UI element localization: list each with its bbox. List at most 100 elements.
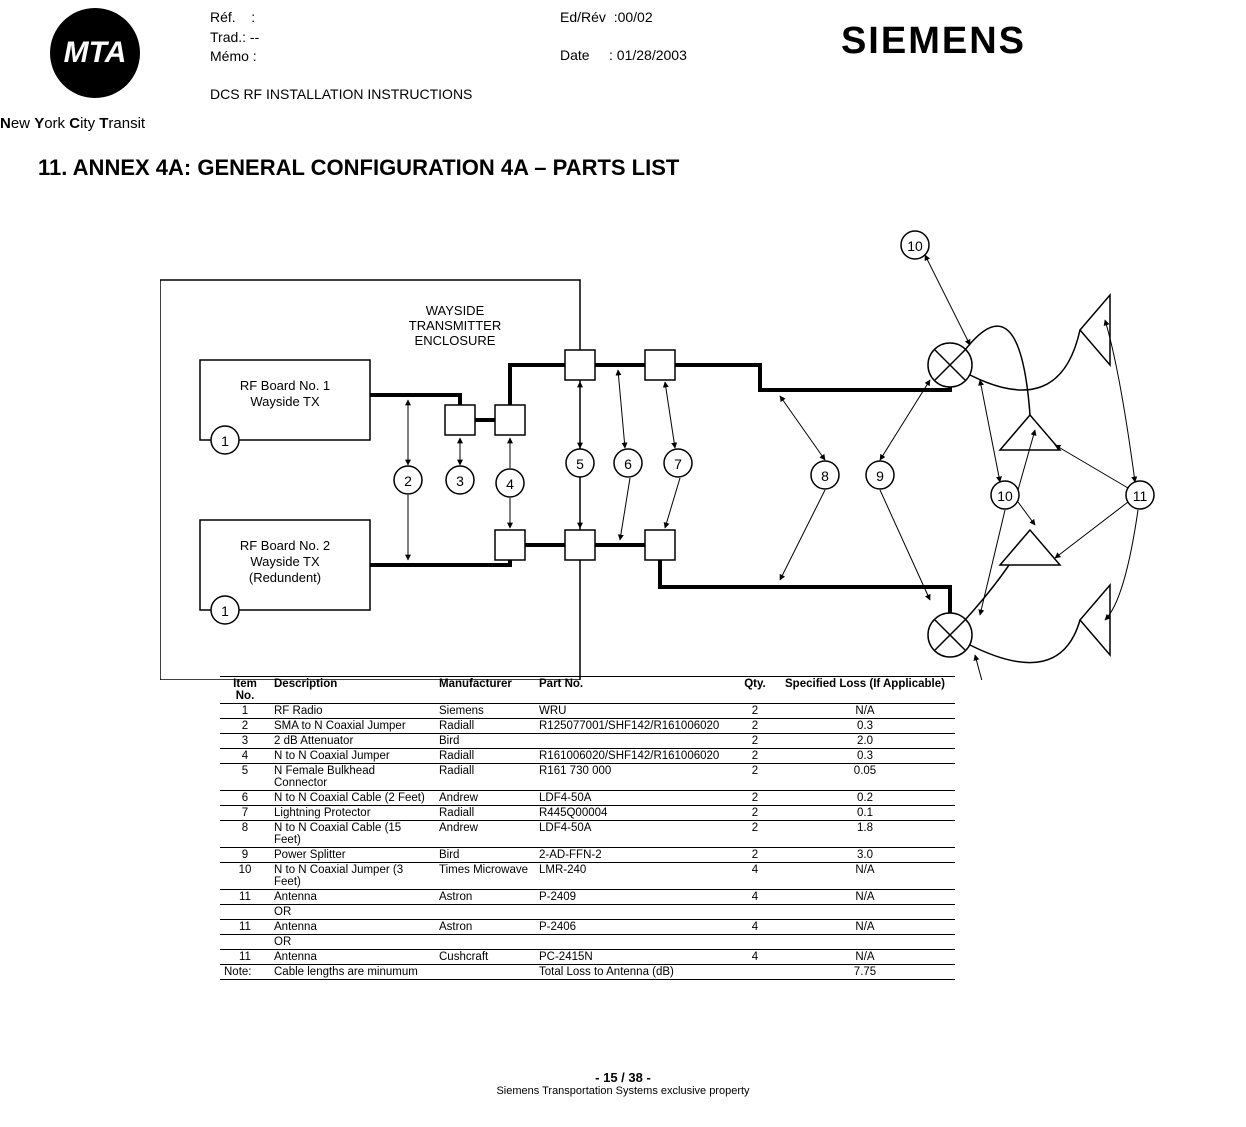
- ed-label: Ed/Rév: [560, 9, 606, 25]
- table-cell: 2: [735, 848, 775, 863]
- callout-1a: 1: [221, 433, 229, 449]
- callout-7-arrow-a: [665, 382, 675, 448]
- table-row: OR: [220, 905, 955, 920]
- table-cell: Antenna: [270, 950, 435, 965]
- comp-7a-box: [645, 350, 675, 380]
- table-cell: 0.05: [775, 764, 955, 791]
- table-cell: 2-AD-FFN-2: [535, 848, 735, 863]
- table-cell: [220, 935, 270, 950]
- table-row: 6N to N Coaxial Cable (2 Feet)AndrewLDF4…: [220, 791, 955, 806]
- table-cell: [535, 734, 735, 749]
- table-cell: 10: [220, 863, 270, 890]
- table-cell: Times Microwave: [435, 863, 535, 890]
- enclosure-label-2: TRANSMITTER: [409, 318, 501, 333]
- table-cell: [535, 905, 735, 920]
- table-note-row: Note: Cable lengths are minumum Total Lo…: [220, 965, 955, 980]
- splitter-bot-line-b: [970, 620, 1080, 663]
- table-cell: Andrew: [435, 821, 535, 848]
- date-value: : 01/28/2003: [609, 47, 687, 63]
- callout-2: 2: [404, 473, 412, 489]
- table-cell: 0.3: [775, 719, 955, 734]
- table-cell: [435, 905, 535, 920]
- table-cell: N to N Coaxial Jumper: [270, 749, 435, 764]
- table-cell: Bird: [435, 848, 535, 863]
- callout-10b-arrow-a: [980, 380, 1000, 482]
- table-cell: Astron: [435, 920, 535, 935]
- total-value: 7.75: [775, 965, 955, 980]
- table-cell: 0.1: [775, 806, 955, 821]
- table-cell: P-2409: [535, 890, 735, 905]
- table-cell: 0.2: [775, 791, 955, 806]
- callout-1b: 1: [221, 603, 229, 619]
- table-cell: R445Q00004: [535, 806, 735, 821]
- table-row: 9Power SplitterBird2-AD-FFN-223.0: [220, 848, 955, 863]
- table-row: 4N to N Coaxial JumperRadiallR161006020/…: [220, 749, 955, 764]
- table-cell: LDF4-50A: [535, 821, 735, 848]
- footer-owner: Siemens Transportation Systems exclusive…: [0, 1085, 1246, 1097]
- page-number: - 15 / 38 -: [0, 1070, 1246, 1085]
- table-header-row: Item No. Description Manufacturer Part N…: [220, 677, 955, 704]
- manual-title: DCS RF INSTALLATION INSTRUCTIONS: [210, 86, 472, 102]
- ref-block: Réf. : Trad.: -- Mémo :: [210, 8, 259, 67]
- table-cell: Radiall: [435, 719, 535, 734]
- comp-7b-box: [645, 530, 675, 560]
- callout-10c-arrow: [975, 655, 1005, 680]
- table-cell: 4: [735, 950, 775, 965]
- table-cell: P-2406: [535, 920, 735, 935]
- rf-board-2-l2: Wayside TX: [250, 554, 320, 569]
- enclosure-label-1: WAYSIDE: [426, 303, 485, 318]
- table-cell: 2: [735, 791, 775, 806]
- table-cell: OR: [270, 905, 435, 920]
- table-cell: 4: [735, 920, 775, 935]
- table-cell: 4: [220, 749, 270, 764]
- table-cell: N to N Coaxial Cable (2 Feet): [270, 791, 435, 806]
- table-row: 1RF RadioSiemensWRU2N/A: [220, 704, 955, 719]
- table-cell: SMA to N Coaxial Jumper: [270, 719, 435, 734]
- table-cell: 4: [735, 890, 775, 905]
- trad-label: Trad.: [210, 29, 242, 45]
- table-cell: N/A: [775, 863, 955, 890]
- page-header: MTA New York City Transit Réf. : Trad.: …: [0, 0, 1246, 140]
- rf-board-2-l1: RF Board No. 2: [240, 538, 330, 553]
- table-cell: R161 730 000: [535, 764, 735, 791]
- table-row: 7Lightning ProtectorRadiallR445Q0000420.…: [220, 806, 955, 821]
- table-cell: Cushcraft: [435, 950, 535, 965]
- memo-label: Mémo: [210, 48, 249, 64]
- mta-logo: MTA: [50, 8, 140, 98]
- table-cell: OR: [270, 935, 435, 950]
- table-cell: 1: [220, 704, 270, 719]
- rf-board-1-l1: RF Board No. 1: [240, 378, 330, 393]
- note-label: Note:: [220, 965, 270, 980]
- table-cell: Radiall: [435, 764, 535, 791]
- table-cell: WRU: [535, 704, 735, 719]
- callout-9: 9: [876, 468, 884, 484]
- callout-8-arrow-a: [780, 396, 825, 460]
- splitter-top-line-a: [965, 326, 1030, 415]
- mta-logo-text: MTA: [64, 36, 127, 70]
- table-cell: 2: [735, 821, 775, 848]
- callout-10b-arrow-d: [1018, 502, 1035, 525]
- table-cell: 9: [220, 848, 270, 863]
- table-cell: [535, 935, 735, 950]
- callout-10b: 10: [997, 488, 1013, 504]
- comp-5a-box: [565, 350, 595, 380]
- table-cell: 3: [220, 734, 270, 749]
- antenna-1: [1000, 415, 1060, 450]
- callout-11-arrow-b: [1055, 445, 1128, 488]
- table-cell: 7: [220, 806, 270, 821]
- ed-block: Ed/Rév :00/02 Date : 01/28/2003: [560, 8, 687, 65]
- table-cell: Astron: [435, 890, 535, 905]
- comp-5b-box: [565, 530, 595, 560]
- table-cell: N Female Bulkhead Connector: [270, 764, 435, 791]
- table-cell: 0.3: [775, 749, 955, 764]
- table-cell: 2 dB Attenuator: [270, 734, 435, 749]
- table-cell: PC-2415N: [535, 950, 735, 965]
- ref-label: Réf.: [210, 9, 236, 25]
- table-cell: LDF4-50A: [535, 791, 735, 806]
- table-cell: 2: [735, 764, 775, 791]
- table-cell: Bird: [435, 734, 535, 749]
- table-cell: 11: [220, 920, 270, 935]
- table-row: 5N Female Bulkhead ConnectorRadiallR161 …: [220, 764, 955, 791]
- table-cell: 2: [735, 704, 775, 719]
- table-cell: 11: [220, 890, 270, 905]
